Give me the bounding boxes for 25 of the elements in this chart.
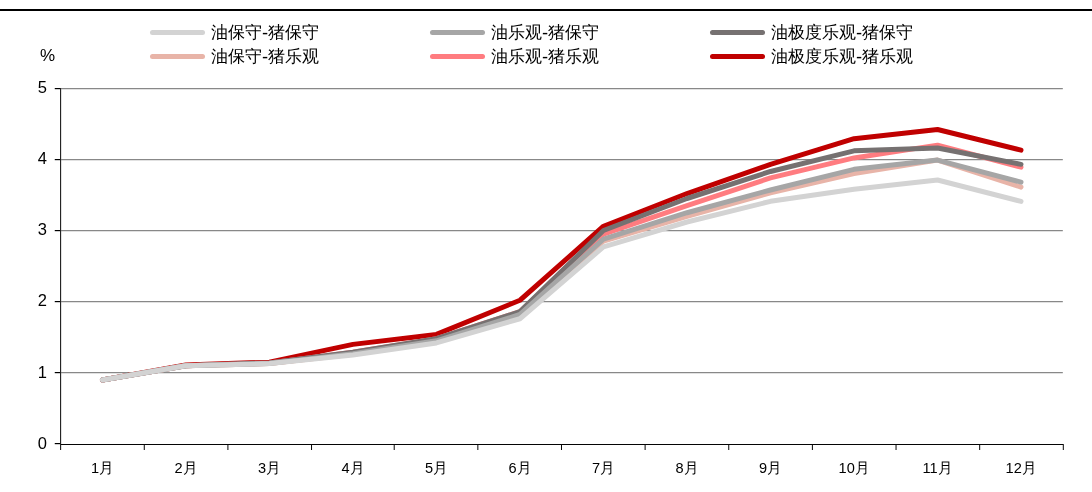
y-tick-label: 2 <box>37 291 47 311</box>
x-tick-label: 3月 <box>257 459 281 477</box>
y-axis-title: % <box>40 46 56 66</box>
legend-label: 油保守-猪乐观 <box>211 44 320 68</box>
x-tick-label: 8月 <box>675 459 699 477</box>
x-tick-label: 6月 <box>508 459 532 477</box>
legend-label: 油保守-猪保守 <box>211 20 320 44</box>
x-tick-label: 4月 <box>341 459 365 477</box>
y-tick-label: 0 <box>37 433 47 453</box>
y-tick-label: 1 <box>37 362 47 382</box>
legend-label: 油乐观-猪乐观 <box>491 44 600 68</box>
x-tick-label: 9月 <box>759 459 782 477</box>
legend-label: 油极度乐观-猪乐观 <box>771 44 914 68</box>
x-tick-label: 12月 <box>1005 459 1037 477</box>
x-tick-label: 11月 <box>922 459 953 477</box>
y-tick-label: 3 <box>37 220 47 240</box>
x-tick-label: 7月 <box>592 459 615 477</box>
legend-label: 油极度乐观-猪保守 <box>771 20 914 44</box>
x-tick-label: 1月 <box>90 459 114 477</box>
x-tick-label: 2月 <box>174 459 198 477</box>
y-tick-label: 5 <box>37 77 47 97</box>
y-tick-label: 4 <box>37 148 47 169</box>
legend-label: 油乐观-猪保守 <box>491 20 600 44</box>
x-tick-label: 10月 <box>838 459 870 477</box>
x-tick-label: 5月 <box>424 459 448 477</box>
